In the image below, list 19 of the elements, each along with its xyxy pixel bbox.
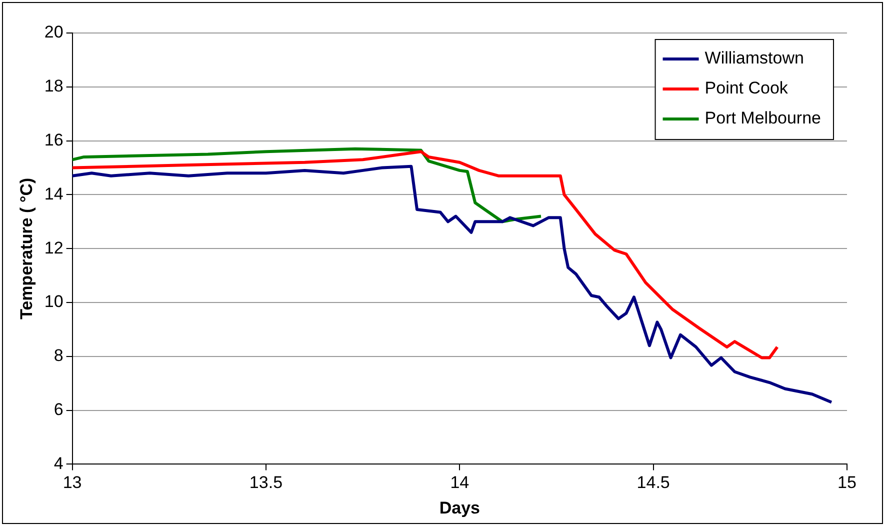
legend-label: Point Cook — [704, 78, 788, 98]
y-tick-label: 14 — [44, 184, 64, 204]
x-axis-title: Days — [439, 498, 480, 518]
y-tick-label: 18 — [44, 76, 64, 96]
legend-label: Port Melbourne — [704, 108, 822, 128]
x-tick-label: 14 — [450, 473, 470, 492]
y-tick-label: 8 — [54, 346, 64, 366]
x-tick-label: 14.5 — [636, 473, 670, 492]
y-tick-label: 12 — [44, 238, 64, 258]
y-axis-title: Temperature ( °C) — [16, 178, 36, 320]
x-tick-label: 15 — [838, 473, 856, 492]
y-tick-label: 4 — [54, 454, 64, 473]
y-tick-label: 16 — [44, 130, 64, 150]
legend-label: Williamstown — [704, 48, 804, 68]
y-tick-label: 10 — [44, 292, 64, 312]
y-tick-label: 6 — [54, 400, 64, 419]
x-tick-label: 13.5 — [249, 473, 283, 492]
x-tick-label: 13 — [62, 473, 82, 492]
y-tick-label: 20 — [44, 22, 64, 42]
